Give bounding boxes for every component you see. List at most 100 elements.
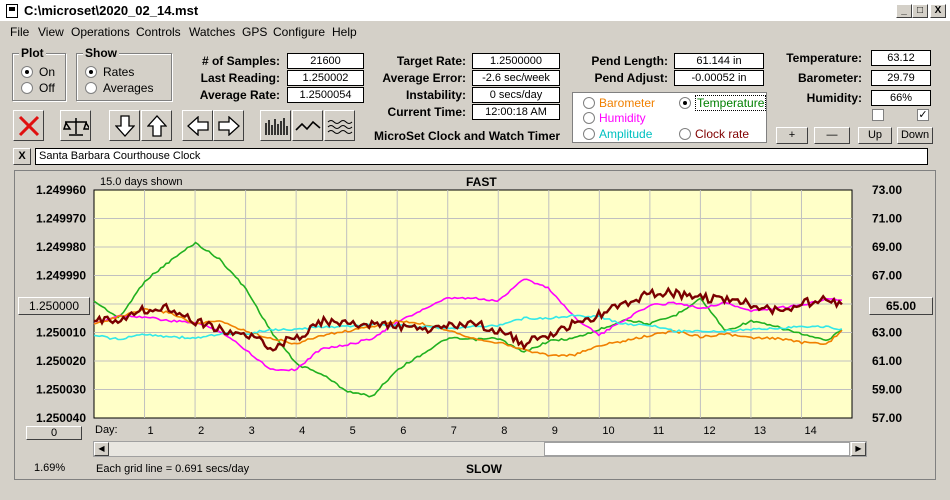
menu-operations[interactable]: Operations — [71, 25, 130, 39]
y-right-tick-label: 69.00 — [872, 240, 902, 254]
humidity-value: 66% — [871, 90, 931, 106]
target-rate-label: Target Rate: — [396, 54, 466, 68]
plot-on-radio[interactable] — [21, 66, 33, 78]
red-x-icon — [18, 115, 39, 136]
y-left-tick-label: 1.250030 — [36, 383, 86, 397]
amplitude-radio[interactable] — [583, 128, 595, 140]
menu-file[interactable]: File — [10, 25, 30, 39]
plot-on-label: On — [39, 65, 56, 79]
amplitude-option-label: Amplitude — [599, 127, 653, 141]
barometer-radio[interactable] — [583, 97, 595, 109]
scroll-left-button[interactable]: ◀ — [94, 442, 109, 456]
plot-panel — [14, 170, 936, 480]
maximize-button[interactable]: □ — [912, 4, 928, 18]
line-graph-button[interactable] — [292, 110, 323, 141]
scrollbar-thumb[interactable] — [544, 442, 850, 456]
rates-label: Rates — [103, 65, 135, 79]
show-group-title: Show — [83, 46, 119, 60]
plus-button[interactable]: + — [776, 127, 808, 144]
x-tick-label: 11 — [653, 425, 664, 437]
app-heading: MicroSet Clock and Watch Timer — [374, 129, 561, 143]
title-bar: C:\microset\2020_02_14.mst _ □ X — [0, 0, 950, 22]
menu-help[interactable]: Help — [332, 25, 357, 39]
balance-button[interactable] — [60, 110, 91, 141]
stop-button[interactable] — [13, 110, 44, 141]
y-left-tick-label: 1.250040 — [36, 411, 86, 425]
balance-scale-icon — [62, 117, 89, 136]
rates-radio[interactable] — [85, 66, 97, 78]
x-tick-label: 9 — [552, 425, 558, 437]
app-icon — [6, 4, 18, 18]
arrow-left-icon — [186, 115, 209, 136]
x-tick-label: 14 — [804, 425, 816, 437]
y-left-tick-label: 1.249980 — [36, 240, 86, 254]
menu-controls[interactable]: Controls — [136, 25, 181, 39]
clock-name-field[interactable]: Santa Barbara Courthouse Clock — [35, 148, 928, 165]
average-rate-value: 1.2500054 — [287, 87, 364, 103]
menu-gps[interactable]: GPS — [242, 25, 268, 39]
arrow-up-button[interactable] — [141, 110, 172, 141]
down-button[interactable]: Down — [897, 127, 933, 144]
series-line — [93, 241, 843, 398]
x-tick-label: 6 — [400, 425, 406, 437]
temperature-radio[interactable] — [679, 97, 691, 109]
x-tick-label: 13 — [754, 425, 766, 437]
percent-label: 1.69% — [34, 462, 66, 474]
arrow-down-icon — [114, 114, 135, 137]
last-reading-value: 1.250002 — [287, 70, 364, 86]
clock-rate-radio[interactable] — [679, 128, 691, 140]
x-tick-label: 2 — [198, 425, 204, 437]
left-center-button[interactable]: 1.250000 — [18, 297, 90, 315]
env-left-checkbox[interactable] — [872, 109, 884, 121]
target-rate-value: 1.2500000 — [472, 53, 560, 69]
average-error-value: -2.6 sec/week — [472, 70, 560, 86]
humidity-radio[interactable] — [583, 112, 595, 124]
menu-watches[interactable]: Watches — [189, 25, 236, 39]
x-tick-label: 5 — [350, 425, 356, 437]
x-tick-label: 10 — [602, 425, 614, 437]
plot-off-label: Off — [39, 81, 55, 95]
arrow-down-button[interactable] — [109, 110, 140, 141]
scroll-right-button[interactable]: ▶ — [851, 442, 866, 456]
horizontal-scrollbar[interactable]: ◀ ▶ — [93, 441, 867, 457]
day-axis-label: Day: — [95, 424, 118, 436]
barometer-option-label: Barometer — [599, 96, 656, 110]
series-line — [93, 286, 843, 352]
bar-graph-icon — [264, 117, 288, 135]
samples-label: # of Samples: — [201, 54, 280, 68]
menu-configure[interactable]: Configure — [273, 25, 326, 39]
arrow-left-button[interactable] — [182, 110, 213, 141]
menu-view[interactable]: View — [38, 25, 64, 39]
clock-rate-option-label: Clock rate — [695, 127, 750, 141]
barometer-value: 29.79 — [871, 70, 931, 86]
pend-length-value: 61.144 in — [674, 53, 764, 69]
temperature-option-label: Temperature — [695, 95, 767, 111]
zero-button[interactable]: 0 — [26, 426, 82, 440]
show-group: Show Rates Averages — [76, 46, 172, 101]
instability-label: Instability: — [405, 88, 466, 102]
up-button[interactable]: Up — [858, 127, 892, 144]
x-tick-label: 1 — [148, 425, 154, 437]
right-center-button[interactable]: 65.00 — [869, 297, 933, 315]
humidity-option-label: Humidity — [599, 111, 646, 125]
x-tick-label: 12 — [703, 425, 715, 437]
temperature-value: 63.12 — [871, 50, 931, 66]
arrow-right-button[interactable] — [213, 110, 244, 141]
minimize-button[interactable]: _ — [896, 4, 912, 18]
minus-button[interactable]: — — [814, 127, 850, 144]
close-button[interactable]: X — [930, 4, 946, 18]
y-right-tick-label: 61.00 — [872, 354, 902, 368]
averages-radio[interactable] — [85, 82, 97, 94]
line-graph-icon — [294, 120, 321, 131]
wave-graph-button[interactable] — [324, 110, 355, 141]
bar-graph-button[interactable] — [260, 110, 291, 141]
series-line — [93, 313, 843, 341]
barometer-label: Barometer: — [797, 71, 862, 85]
clear-name-button[interactable]: X — [13, 148, 31, 165]
plot-off-radio[interactable] — [21, 82, 33, 94]
current-time-value: 12:00:18 AM — [472, 104, 560, 120]
y-right-tick-label: 73.00 — [872, 183, 902, 197]
y-left-tick-label: 1.250020 — [36, 354, 86, 368]
env-right-checkbox[interactable]: ✓ — [917, 109, 929, 121]
pend-length-label: Pend Length: — [591, 54, 668, 68]
